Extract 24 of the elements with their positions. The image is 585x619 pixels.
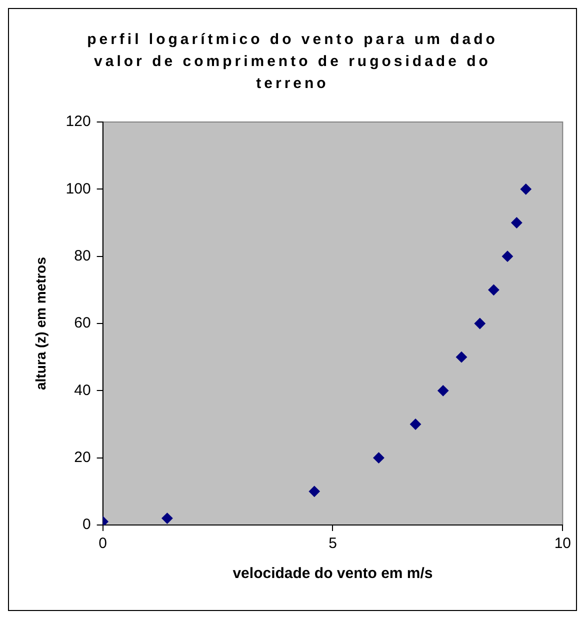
- y-axis-title: altura (z) em metros: [32, 256, 48, 390]
- point: [162, 512, 173, 524]
- chart-title: perfil logarítmico do vento para um dado valor de comprimento de rugosidade do terreno: [86, 30, 499, 94]
- y-tick-label: 20: [74, 448, 91, 466]
- point: [474, 318, 486, 329]
- point: [410, 418, 422, 430]
- point: [502, 250, 513, 262]
- y-tick-label: 100: [66, 180, 91, 198]
- point: [456, 352, 467, 363]
- point: [520, 184, 532, 195]
- point: [373, 452, 384, 464]
- point: [511, 217, 522, 228]
- y-tick-label: 120: [66, 113, 91, 130]
- y-tick-label: 0: [82, 516, 91, 534]
- x-tick-label: 0: [98, 535, 107, 552]
- x-tick-label: 10: [554, 535, 571, 552]
- x-tick-label: 5: [328, 535, 337, 552]
- y-tick-label: 40: [74, 382, 91, 399]
- point: [488, 284, 500, 296]
- x-axis-title: velocidade do vento em m/s: [232, 565, 433, 582]
- y-tick-label: 80: [74, 247, 91, 264]
- y-tick-label: 60: [74, 314, 91, 332]
- point: [438, 385, 449, 396]
- point: [308, 486, 320, 497]
